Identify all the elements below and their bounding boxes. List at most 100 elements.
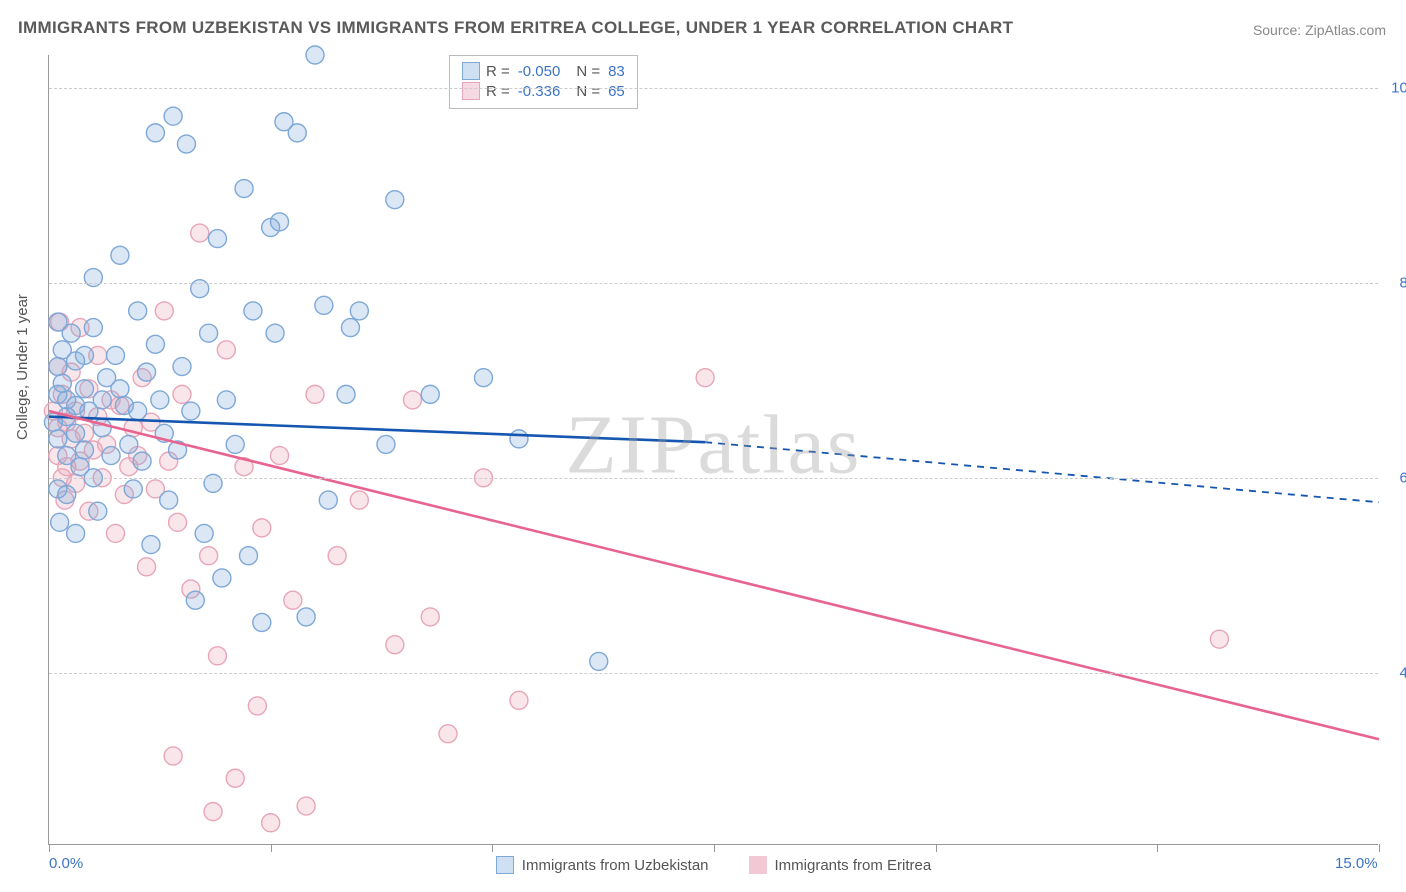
data-point [474,369,492,387]
data-point [226,435,244,453]
data-point [421,608,439,626]
data-point [58,486,76,504]
y-axis-label: College, Under 1 year [14,294,31,440]
data-point [75,441,93,459]
data-point [51,513,69,531]
data-point [111,246,129,264]
data-point [297,797,315,815]
r-value: -0.336 [518,83,561,100]
y-tick-label: 47.5% [1399,664,1406,681]
data-point [177,135,195,153]
x-tick-label: 0.0% [49,855,83,872]
x-tick [1157,844,1158,852]
data-point [253,519,271,537]
gridline [49,673,1378,674]
data-point [421,385,439,403]
data-point [182,402,200,420]
chart-plot-area: ZIPatlas R = -0.050 N = 83 R = -0.336 N … [48,55,1378,845]
data-point [107,346,125,364]
data-point [306,46,324,64]
gridline [49,88,1378,89]
data-point [510,691,528,709]
data-point [107,524,125,542]
data-point [404,391,422,409]
data-point [271,213,289,231]
data-point [217,341,235,359]
data-point [186,591,204,609]
data-point [138,363,156,381]
x-tick [936,844,937,852]
data-point [204,803,222,821]
data-point [350,302,368,320]
n-label: N = [576,63,600,80]
data-point [217,391,235,409]
legend-item-uzbekistan: Immigrants from Uzbekistan [496,856,709,874]
swatch-pink [462,82,480,100]
data-point [510,430,528,448]
data-point [590,652,608,670]
y-tick-label: 100.0% [1391,80,1406,97]
n-label: N = [576,83,600,100]
data-point [164,747,182,765]
data-point [155,302,173,320]
data-point [67,524,85,542]
legend-row-eritrea: R = -0.336 N = 65 [462,82,625,100]
data-point [129,402,147,420]
data-point [191,224,209,242]
swatch-pink [749,856,767,874]
regression-line-extrapolated [705,442,1379,502]
data-point [306,385,324,403]
data-point [67,424,85,442]
data-point [102,447,120,465]
data-point [124,480,142,498]
correlation-legend: R = -0.050 N = 83 R = -0.336 N = 65 [449,55,638,109]
x-tick-label: 15.0% [1335,855,1378,872]
data-point [53,374,71,392]
data-point [200,547,218,565]
data-point [93,391,111,409]
data-point [240,547,258,565]
data-point [89,502,107,520]
data-point [129,302,147,320]
data-point [195,524,213,542]
data-point [49,358,67,376]
data-point [328,547,346,565]
swatch-blue [462,62,480,80]
data-point [160,491,178,509]
legend-item-eritrea: Immigrants from Eritrea [749,856,932,874]
regression-line [49,411,1379,739]
data-point [341,319,359,337]
data-point [284,591,302,609]
data-point [439,725,457,743]
data-point [337,385,355,403]
data-point [262,814,280,832]
data-point [133,452,151,470]
data-point [288,124,306,142]
x-tick [714,844,715,852]
gridline [49,283,1378,284]
data-point [173,385,191,403]
source-attribution: Source: ZipAtlas.com [1253,22,1386,38]
data-point [226,769,244,787]
data-point [297,608,315,626]
data-point [138,558,156,576]
data-point [319,491,337,509]
x-tick [1379,844,1380,852]
data-point [208,647,226,665]
n-value: 83 [608,63,625,80]
y-tick-label: 82.5% [1399,275,1406,292]
data-point [386,636,404,654]
data-point [266,324,284,342]
data-point [62,324,80,342]
data-point [146,335,164,353]
data-point [386,191,404,209]
data-point [75,346,93,364]
data-point [111,380,129,398]
data-point [253,613,271,631]
data-point [1210,630,1228,648]
gridline [49,478,1378,479]
data-point [208,230,226,248]
data-point [142,536,160,554]
data-point [696,369,714,387]
data-point [235,180,253,198]
